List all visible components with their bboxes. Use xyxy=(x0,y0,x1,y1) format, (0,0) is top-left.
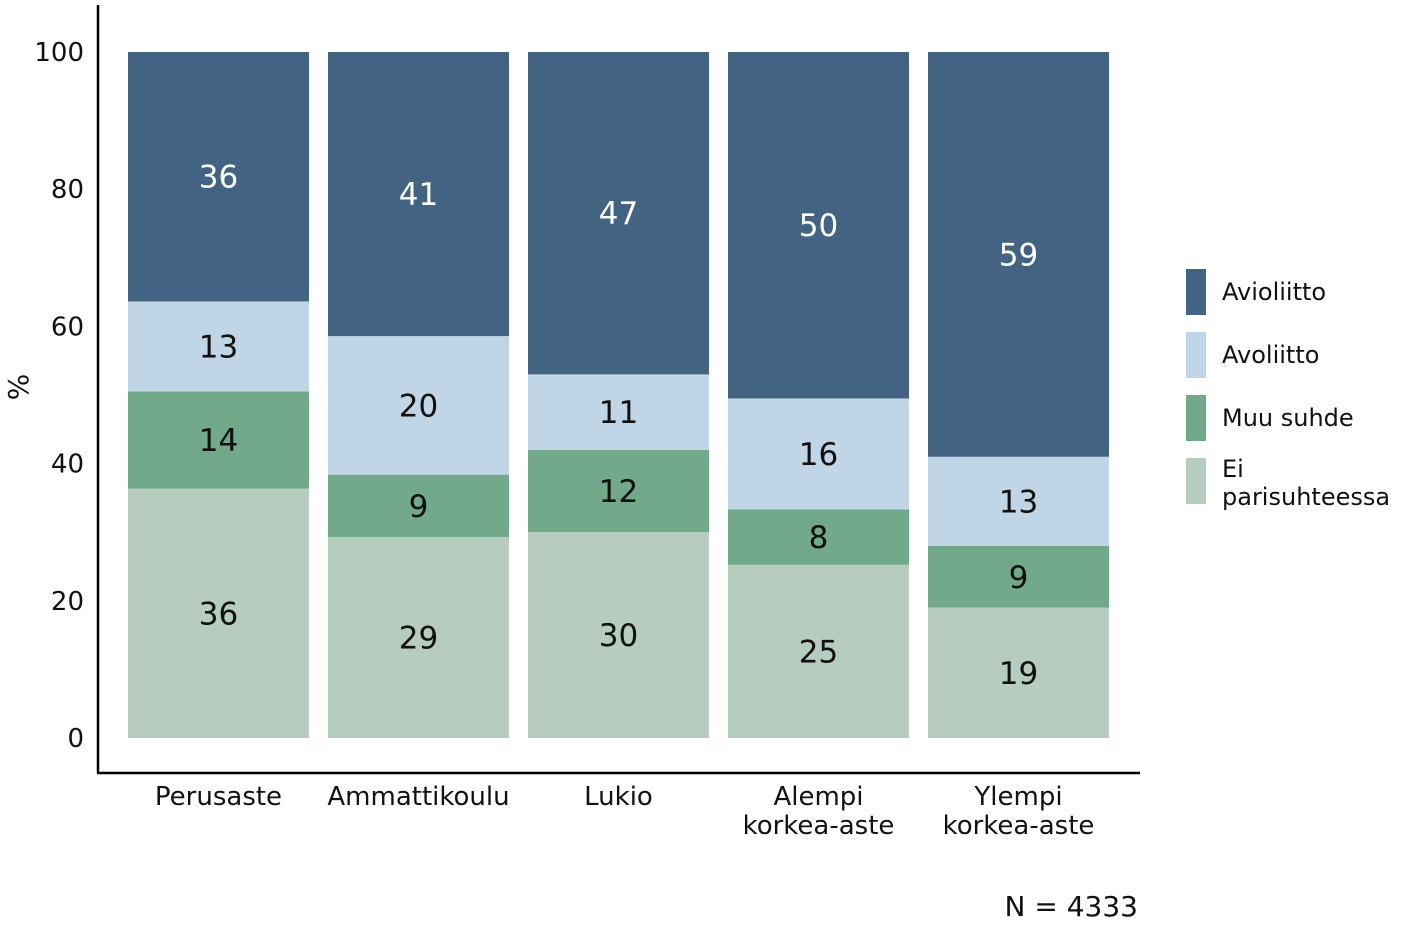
y-axis-label: % xyxy=(2,374,35,401)
bar-lukio-avioliitto xyxy=(528,52,709,375)
bar-alempi-korkea-aste-avoliitto xyxy=(728,398,909,510)
value-label-perusaste-muu-suhde: 14 xyxy=(199,423,238,459)
value-label-alempi-korkea-aste-avioliitto: 50 xyxy=(799,208,838,244)
bar-lukio-muu-suhde xyxy=(528,449,709,533)
y-tick-40: 40 xyxy=(51,450,84,480)
bar-ylempi-korkea-aste-muu-suhde xyxy=(928,545,1109,608)
bar-lukio-ei-parisuhteessa xyxy=(528,532,709,738)
bar-perusaste-muu-suhde xyxy=(128,391,309,489)
bar-ylempi-korkea-aste-avioliitto xyxy=(928,52,1109,457)
segment-labels-layer: 36 14 13 36 29 9 20 41 30 12 11 47 25 8 16 50 19 9 13 59 xyxy=(199,160,1038,692)
y-tick-100: 100 xyxy=(34,38,84,68)
legend: Avioliitto Avoliitto Muu suhde Ei parisuhtee… xyxy=(1186,269,1390,511)
value-label-ylempi-korkea-aste-ei-parisuhteessa: 19 xyxy=(999,656,1038,692)
value-label-ammattikoulu-avioliitto: 41 xyxy=(399,177,438,213)
value-label-lukio-avioliitto: 47 xyxy=(599,196,638,232)
legend-swatch-avoliitto xyxy=(1186,332,1206,378)
value-label-ylempi-korkea-aste-avoliitto: 13 xyxy=(999,484,1038,520)
value-label-alempi-korkea-aste-ei-parisuhteessa: 25 xyxy=(799,634,838,670)
value-label-perusaste-ei-parisuhteessa: 36 xyxy=(199,596,238,632)
legend-label-ei-parisuhteessa: Ei parisuhteessa xyxy=(1222,455,1390,511)
bar-alempi-korkea-aste-muu-suhde xyxy=(728,509,909,565)
bar-ammattikoulu-avioliitto xyxy=(328,52,509,337)
sample-size-note: N = 4333 xyxy=(1005,890,1138,923)
value-label-perusaste-avoliitto: 13 xyxy=(199,329,238,365)
y-tick-labels: 0 20 40 60 80 100 xyxy=(34,38,84,754)
bar-perusaste-ei-parisuhteessa xyxy=(128,488,309,738)
y-tick-80: 80 xyxy=(51,175,84,205)
value-label-alempi-korkea-aste-muu-suhde: 8 xyxy=(809,520,829,556)
category-label-alempi-korkea-aste: Alempi korkea-aste xyxy=(743,782,895,841)
bar-ammattikoulu-ei-parisuhteessa xyxy=(328,537,509,738)
bar-ammattikoulu-avoliitto xyxy=(328,336,509,475)
bar-perusaste-avoliitto xyxy=(128,301,309,392)
y-tick-20: 20 xyxy=(51,587,84,617)
value-label-perusaste-avioliitto: 36 xyxy=(199,160,238,196)
legend-swatch-avioliitto xyxy=(1186,269,1206,315)
bar-alempi-korkea-aste-ei-parisuhteessa xyxy=(728,564,909,738)
value-label-lukio-avoliitto: 11 xyxy=(599,395,638,431)
y-tick-0: 0 xyxy=(67,724,84,754)
x-category-labels: Perusaste Ammattikoulu Lukio Alempi korkea-a… xyxy=(155,782,1094,841)
value-label-ylempi-korkea-aste-muu-suhde: 9 xyxy=(1009,560,1029,596)
category-label-lukio: Lukio xyxy=(584,782,653,812)
bar-ylempi-korkea-aste-avoliitto xyxy=(928,456,1109,546)
value-label-ammattikoulu-avoliitto: 20 xyxy=(399,388,438,424)
value-label-alempi-korkea-aste-avoliitto: 16 xyxy=(799,437,838,473)
category-label-ylempi-korkea-aste: Ylempi korkea-aste xyxy=(943,782,1095,841)
value-label-ylempi-korkea-aste-avioliitto: 59 xyxy=(999,237,1038,273)
category-label-ammattikoulu: Ammattikoulu xyxy=(327,782,509,812)
bar-ammattikoulu-muu-suhde xyxy=(328,474,509,538)
value-label-lukio-ei-parisuhteessa: 30 xyxy=(599,618,638,654)
legend-swatch-ei-parisuhteessa xyxy=(1186,458,1206,504)
category-label-perusaste: Perusaste xyxy=(155,782,282,812)
bar-alempi-korkea-aste-avioliitto xyxy=(728,52,909,399)
value-label-lukio-muu-suhde: 12 xyxy=(599,474,638,510)
legend-swatch-muu-suhde xyxy=(1186,395,1206,441)
bar-ylempi-korkea-aste-ei-parisuhteessa xyxy=(928,607,1109,738)
legend-label-avioliitto: Avioliitto xyxy=(1222,278,1326,306)
value-label-ammattikoulu-muu-suhde: 9 xyxy=(409,489,429,525)
bar-lukio-avoliitto xyxy=(528,374,709,450)
y-tick-60: 60 xyxy=(51,312,84,342)
value-label-ammattikoulu-ei-parisuhteessa: 29 xyxy=(399,621,438,657)
bars-layer xyxy=(128,52,1109,738)
bar-perusaste-avioliitto xyxy=(128,52,309,302)
legend-label-avoliitto: Avoliitto xyxy=(1222,341,1319,369)
legend-label-muu-suhde: Muu suhde xyxy=(1222,404,1354,432)
